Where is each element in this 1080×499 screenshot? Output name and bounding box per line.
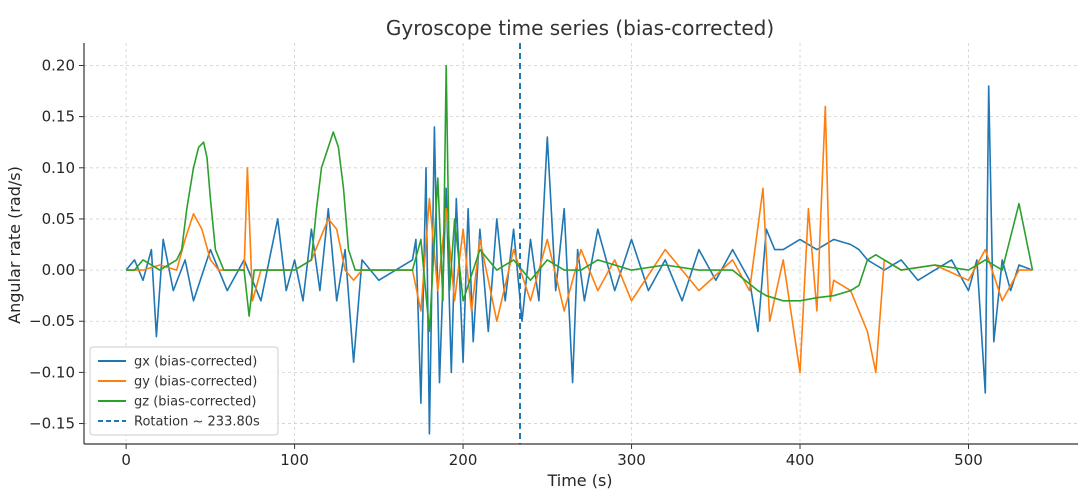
grid-layer xyxy=(84,43,1078,444)
x-tick-label: 0 xyxy=(121,451,131,469)
x-tick-label: 500 xyxy=(954,451,983,469)
x-tick-label: 100 xyxy=(280,451,309,469)
legend-label: gy (bias-corrected) xyxy=(134,375,257,390)
legend: gx (bias-corrected) gy (bias-corrected) gz… xyxy=(89,346,279,436)
axes-layer: 0 100 200 300 400 500 −0.15 −0.10 −0.05 0.00 0.05 0… xyxy=(29,43,1078,469)
legend-label: Rotation ~ 233.80s xyxy=(134,415,260,430)
y-tick-label: −0.10 xyxy=(29,363,75,381)
y-tick-label: 0.00 xyxy=(42,261,75,279)
x-axis-label: Time (s) xyxy=(546,471,612,490)
y-tick-label: 0.15 xyxy=(42,108,75,126)
y-tick-label: −0.05 xyxy=(29,312,75,330)
series-layer xyxy=(125,43,1034,444)
y-tick-label: 0.10 xyxy=(42,159,75,177)
legend-label: gz (bias-corrected) xyxy=(134,395,256,410)
y-tick-label: 0.05 xyxy=(42,210,75,228)
x-tick-label: 400 xyxy=(786,451,815,469)
legend-label: gx (bias-corrected) xyxy=(134,355,257,370)
series-line-gy xyxy=(126,105,1033,374)
x-tick-label: 300 xyxy=(617,451,646,469)
chart-title: Gyroscope time series (bias-corrected) xyxy=(386,16,774,40)
x-tick-label: 200 xyxy=(449,451,478,469)
y-axis-label: Angular rate (rad/s) xyxy=(5,166,24,324)
y-tick-label: 0.20 xyxy=(42,57,75,75)
legend-box xyxy=(89,346,279,436)
y-tick-label: −0.15 xyxy=(29,415,75,433)
series-line-gz xyxy=(126,64,1034,333)
series-line-gx xyxy=(125,85,1033,435)
